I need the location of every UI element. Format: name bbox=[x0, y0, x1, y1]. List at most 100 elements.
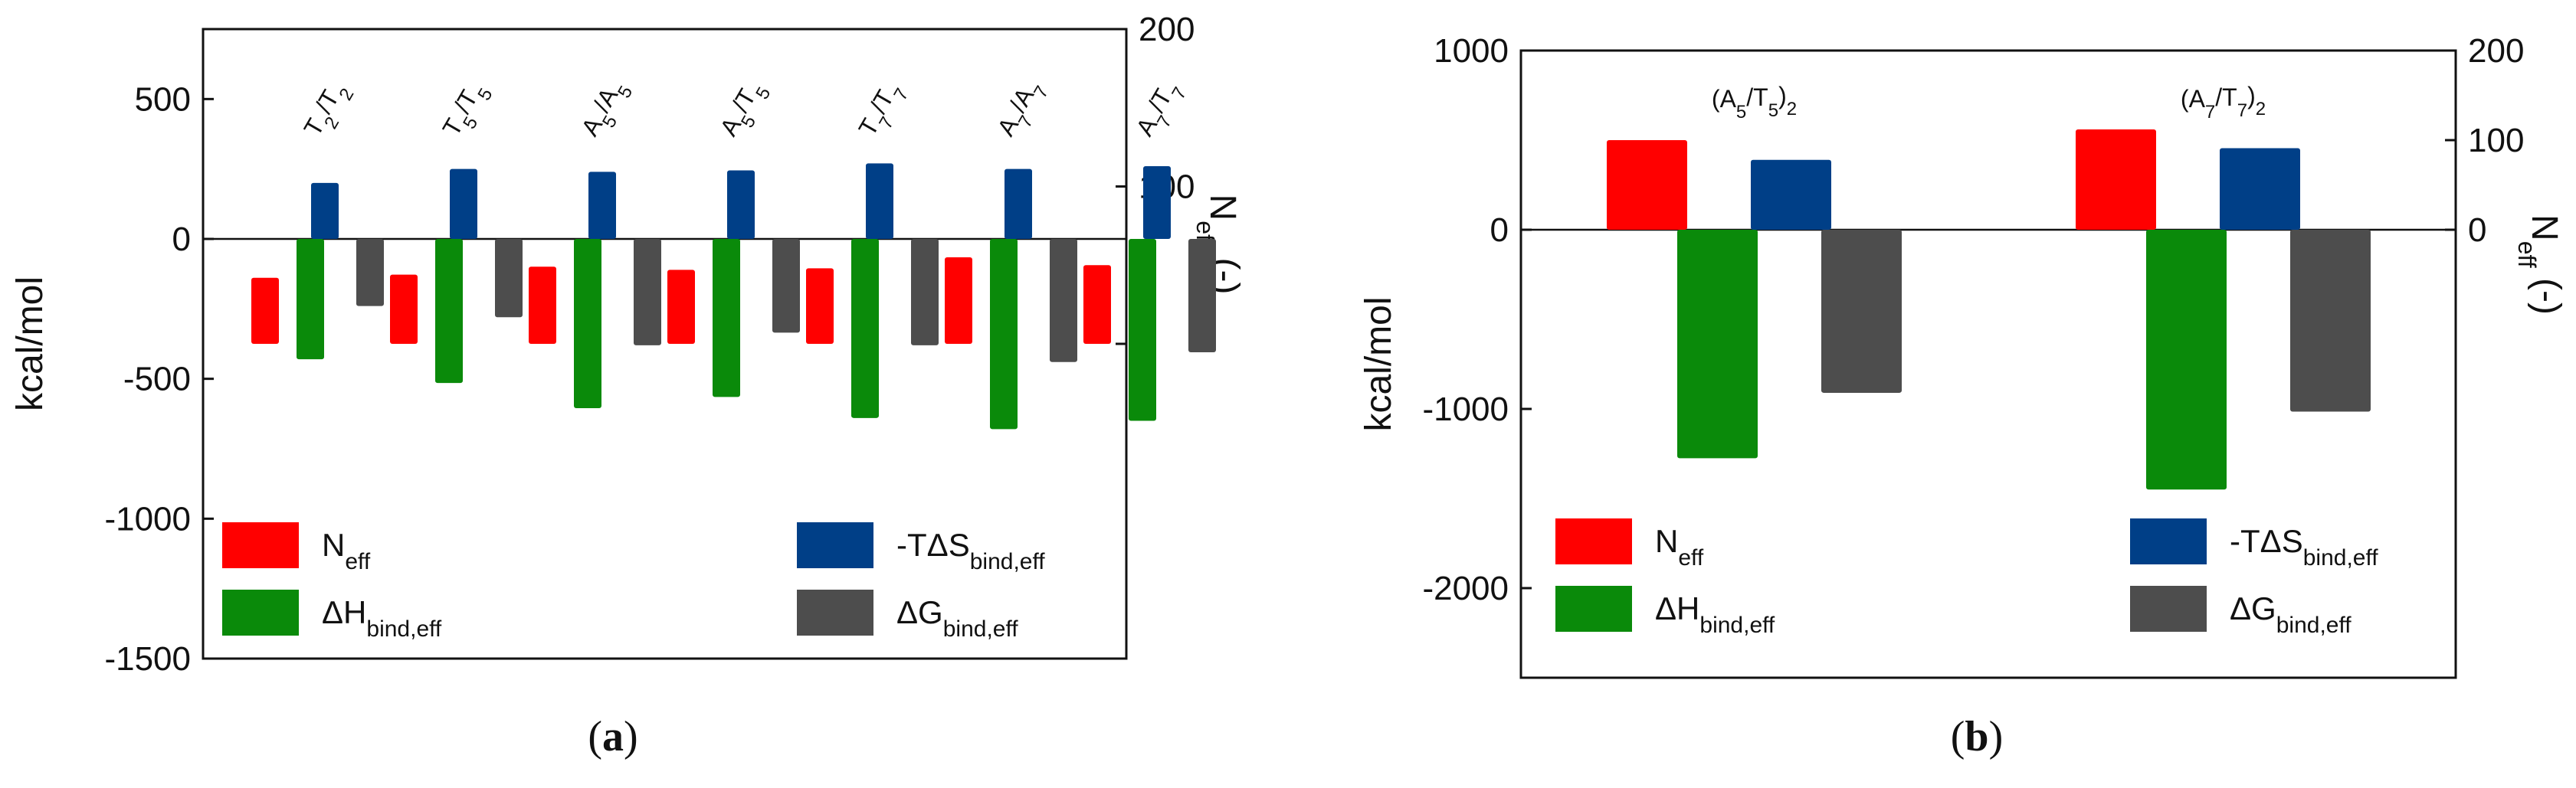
category-label: (A7/T7)2 bbox=[2181, 82, 2266, 123]
right-tick-label: 100 bbox=[2468, 122, 2524, 159]
text-part: eff bbox=[2513, 241, 2541, 268]
bar-neff bbox=[251, 277, 279, 344]
legend-swatch-dh bbox=[222, 590, 299, 636]
left-tick-label: 500 bbox=[135, 80, 191, 118]
panel-caption: (a) bbox=[588, 713, 637, 760]
bar-dg bbox=[634, 239, 661, 345]
text-part: ( bbox=[2181, 85, 2189, 113]
text-part: ΔH bbox=[322, 594, 366, 630]
text-part: 5 bbox=[1736, 102, 1746, 123]
category-label: T5/T5 bbox=[436, 77, 498, 146]
bar-neff bbox=[390, 274, 418, 344]
bar-neff bbox=[667, 270, 695, 344]
legend-label-neff: Neff bbox=[322, 527, 371, 574]
bar-dg bbox=[911, 239, 939, 345]
text-part: 7 bbox=[2205, 102, 2215, 123]
bar-tds bbox=[1005, 168, 1032, 239]
bar-dh bbox=[1129, 239, 1156, 421]
bar-neff bbox=[806, 268, 834, 344]
category-label: T2/T2 bbox=[297, 77, 359, 146]
text-part: bind,eff bbox=[1699, 613, 1775, 638]
bar-tds bbox=[311, 182, 339, 239]
bar-tds bbox=[450, 168, 477, 239]
text-part: ΔG bbox=[2230, 590, 2276, 626]
legend-swatch-neff bbox=[222, 522, 299, 568]
text-part: ΔG bbox=[896, 594, 943, 630]
legend-label-neff: Neff bbox=[1655, 523, 1704, 571]
text-part: eff bbox=[345, 549, 370, 574]
bar-dh bbox=[990, 239, 1018, 430]
bar-tds bbox=[2220, 148, 2300, 230]
bar-dh bbox=[574, 239, 601, 409]
legend-swatch-neff bbox=[1555, 518, 1632, 564]
caption-letter: b bbox=[1965, 713, 1988, 760]
legend-label-tds: -TΔSbind,eff bbox=[2230, 523, 2378, 571]
legend-swatch-dg bbox=[2130, 586, 2207, 632]
right-tick-label: 200 bbox=[2468, 32, 2524, 70]
legend-label-dg: ΔGbind,eff bbox=[896, 594, 1018, 642]
caption-letter: a bbox=[602, 713, 624, 760]
text-part: eff bbox=[1678, 545, 1703, 571]
caption-paren: ) bbox=[1989, 713, 2004, 760]
bar-tds bbox=[1751, 159, 1831, 230]
bar-dg bbox=[772, 239, 800, 333]
bar-neff bbox=[2076, 129, 2156, 230]
left-tick-label: -2000 bbox=[1422, 570, 1509, 607]
right-tick-label: 200 bbox=[1139, 11, 1195, 48]
text-part: bind,eff bbox=[943, 616, 1019, 642]
legend-label-tds: -TΔSbind,eff bbox=[896, 527, 1045, 574]
text-part: N bbox=[2524, 214, 2565, 241]
bar-dg bbox=[1050, 239, 1077, 362]
category-label: A7/A7 bbox=[991, 74, 1054, 146]
left-tick-label: 1000 bbox=[1434, 32, 1509, 70]
text-part: (-) bbox=[2527, 268, 2568, 315]
bar-dg bbox=[1188, 239, 1216, 352]
text-part: bind,eff bbox=[2276, 613, 2352, 638]
left-tick-label: -500 bbox=[123, 361, 191, 398]
legend-swatch-tds bbox=[2130, 518, 2207, 564]
bar-tds bbox=[588, 172, 616, 239]
text-part: bind,eff bbox=[970, 549, 1046, 574]
bar-dg bbox=[356, 239, 384, 306]
right-tick-label: 0 bbox=[2468, 211, 2486, 249]
legend-swatch-tds bbox=[797, 522, 873, 568]
plot-frame bbox=[1519, 49, 2457, 679]
legend-label-dh: ΔHbind,eff bbox=[322, 594, 442, 642]
caption-paren: ) bbox=[624, 713, 638, 760]
bar-tds bbox=[1143, 166, 1171, 239]
category-label: A5/A5 bbox=[575, 74, 638, 146]
category-label: A7/T7 bbox=[1129, 75, 1192, 146]
text-part: 5 bbox=[1768, 100, 1778, 121]
text-part: A bbox=[2189, 85, 2206, 113]
text-part: 2 bbox=[1787, 99, 1797, 119]
text-part: ) bbox=[2247, 82, 2256, 110]
legend-label-dh: ΔHbind,eff bbox=[1655, 590, 1775, 638]
left-tick-label: 0 bbox=[172, 221, 191, 258]
text-part: ( bbox=[1712, 85, 1720, 113]
text-part: / bbox=[1746, 83, 1753, 111]
bar-dh bbox=[713, 239, 740, 397]
bar-tds bbox=[727, 170, 755, 239]
text-part: / bbox=[2215, 83, 2222, 111]
text-part: T bbox=[1753, 83, 1768, 111]
text-part: N bbox=[322, 527, 345, 563]
text-part: N bbox=[1655, 523, 1678, 559]
text-part: -TΔS bbox=[2230, 523, 2303, 559]
bar-dh bbox=[2146, 230, 2227, 490]
text-part: bind,eff bbox=[366, 616, 442, 642]
text-part: ) bbox=[1778, 82, 1787, 110]
legend-label-dg: ΔGbind,eff bbox=[2230, 590, 2352, 638]
bar-dh bbox=[435, 239, 463, 384]
caption-paren: ( bbox=[1951, 713, 1965, 760]
bar-dh bbox=[1677, 230, 1758, 459]
text-part: A bbox=[1720, 85, 1737, 113]
bar-tds bbox=[866, 163, 893, 239]
caption-paren: ( bbox=[588, 713, 602, 760]
bar-dh bbox=[851, 239, 879, 418]
left-axis-label: kcal/mol bbox=[10, 276, 51, 411]
right-axis-label: Neff (-) bbox=[2513, 214, 2568, 315]
bar-neff bbox=[945, 257, 972, 344]
